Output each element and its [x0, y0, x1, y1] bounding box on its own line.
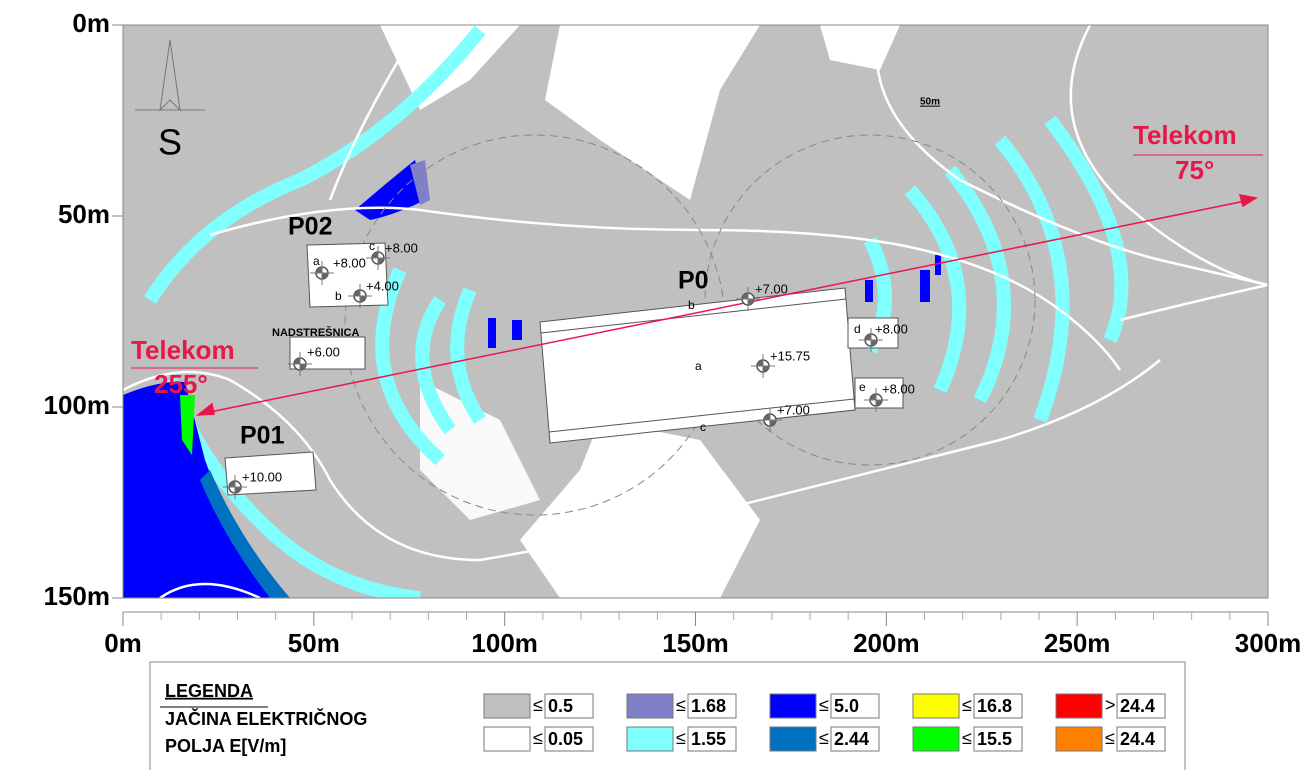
point-letter: e [859, 380, 866, 394]
legend-symbol: ≤ [533, 728, 543, 748]
y-tick-label: 0m [72, 8, 110, 38]
legend-title: LEGENDA [165, 681, 253, 701]
x-tick-label: 150m [662, 628, 729, 658]
x-tick-label: 50m [288, 628, 340, 658]
legend-swatch [627, 727, 673, 751]
compass-label: S [158, 122, 182, 163]
point-letter: a [695, 359, 702, 373]
elevation: +4.00 [366, 278, 399, 293]
legend-value: 1.55 [691, 729, 726, 749]
point-letter: c [369, 239, 375, 253]
legend-value: 0.5 [548, 696, 573, 716]
elevation: +6.00 [307, 344, 340, 359]
legend-value: 16.8 [977, 696, 1012, 716]
legend-symbol: ≤ [962, 728, 972, 748]
legend-swatch [484, 727, 530, 751]
y-tick-label: 50m [58, 199, 110, 229]
building-name: P01 [240, 422, 285, 450]
legend-value: 0.05 [548, 729, 583, 749]
legend-line: POLJA E[V/m] [165, 736, 286, 756]
x-tick-label: 100m [471, 628, 538, 658]
legend-value: 5.0 [834, 696, 859, 716]
point-letter: b [688, 298, 695, 312]
legend-symbol: ≤ [676, 695, 686, 715]
legend-swatch [627, 694, 673, 718]
legend-value: 24.4 [1120, 696, 1155, 716]
building-name: NADSTREŠNICA [272, 326, 359, 339]
point-letter: a [313, 254, 320, 268]
legend-symbol: ≤ [533, 695, 543, 715]
legend-symbol: ≤ [819, 695, 829, 715]
x-tick-label: 0m [104, 628, 142, 658]
point-letter: c [700, 420, 706, 434]
legend-swatch [770, 727, 816, 751]
telekom-name: Telekom [1133, 120, 1237, 150]
point-letter: b [335, 289, 342, 303]
legend-value: 2.44 [834, 729, 869, 749]
x-tick-label: 300m [1235, 628, 1302, 658]
legend-swatch [1056, 727, 1102, 751]
legend-value: 15.5 [977, 729, 1012, 749]
legend-swatch [770, 694, 816, 718]
y-tick-label: 150m [44, 581, 111, 611]
legend-value: 1.68 [691, 696, 726, 716]
page: S 50m P02 a +8.00 c +8.00 b +4.00 NADSTR… [0, 0, 1312, 770]
elevation: +8.00 [385, 240, 418, 255]
legend-value: 24.4 [1120, 729, 1155, 749]
y-tick-label: 100m [44, 390, 111, 420]
building-name: P02 [288, 213, 332, 241]
telekom-name: Telekom [131, 335, 235, 365]
elevation: +7.00 [777, 402, 810, 417]
x-tick-label: 250m [1044, 628, 1111, 658]
building-name: P0 [678, 267, 709, 295]
point-letter: d [854, 322, 861, 336]
legend-symbol: ≤ [962, 695, 972, 715]
legend-swatch [913, 694, 959, 718]
legend-symbol: ≤ [676, 728, 686, 748]
x-tick-label: 200m [853, 628, 920, 658]
elevation: +10.00 [242, 469, 282, 484]
elevation: +8.00 [875, 321, 908, 336]
telekom-angle: 75° [1175, 155, 1214, 185]
legend-symbol: > [1105, 695, 1116, 715]
legend-swatch [484, 694, 530, 718]
legend-symbol: ≤ [819, 728, 829, 748]
elevation: +15.75 [770, 348, 810, 363]
legend-swatch [913, 727, 959, 751]
elevation: +8.00 [333, 255, 366, 270]
legend-swatch [1056, 694, 1102, 718]
legend-symbol: ≤ [1105, 728, 1115, 748]
scale-label: 50m [920, 97, 940, 108]
elevation: +8.00 [882, 381, 915, 396]
elevation: +7.00 [755, 281, 788, 296]
telekom-angle: 255° [154, 369, 208, 399]
legend-line: JAČINA ELEKTRIČNOG [165, 708, 367, 729]
